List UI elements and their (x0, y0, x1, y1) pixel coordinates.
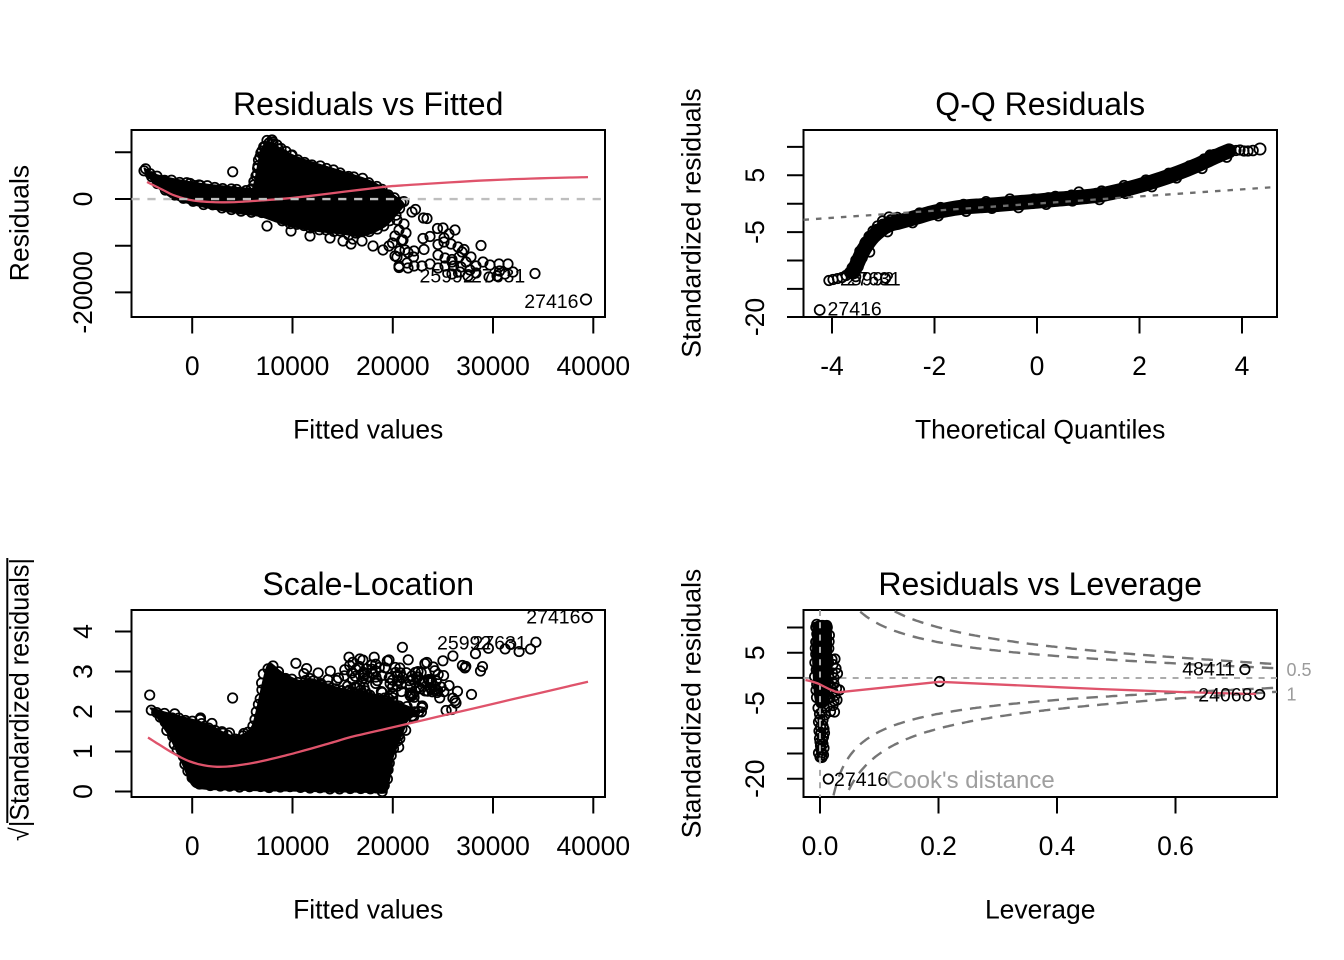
svg-text:27416: 27416 (524, 291, 578, 313)
svg-text:25992: 25992 (420, 266, 474, 288)
svg-text:0: 0 (1030, 351, 1045, 381)
svg-text:27416: 27416 (526, 607, 580, 629)
svg-text:0: 0 (68, 784, 98, 799)
svg-text:0: 0 (185, 351, 200, 381)
svg-text:Cook's distance: Cook's distance (886, 767, 1055, 794)
svg-text:-4: -4 (820, 351, 844, 381)
svg-text:Fitted values: Fitted values (293, 415, 443, 445)
svg-text:Residuals: Residuals (4, 165, 34, 281)
svg-text:48411: 48411 (1182, 659, 1235, 681)
svg-text:-5: -5 (740, 691, 770, 715)
svg-text:-20000: -20000 (68, 251, 98, 334)
svg-text:24068: 24068 (1198, 685, 1252, 707)
svg-text:27631: 27631 (847, 269, 901, 291)
svg-text:Standardized residuals: Standardized residuals (676, 88, 706, 358)
svg-text:4: 4 (68, 624, 98, 639)
svg-text:30000: 30000 (456, 831, 530, 861)
svg-text:4: 4 (1235, 351, 1250, 381)
svg-text:-2: -2 (923, 351, 947, 381)
svg-text:5: 5 (740, 645, 770, 660)
svg-text:40000: 40000 (556, 351, 630, 381)
svg-text:3: 3 (68, 664, 98, 679)
svg-text:27631: 27631 (471, 266, 525, 288)
svg-text:Fitted values: Fitted values (293, 895, 443, 925)
svg-text:1: 1 (68, 744, 98, 759)
svg-text:20000: 20000 (356, 831, 430, 861)
svg-text:Standardized residuals: Standardized residuals (676, 569, 706, 839)
svg-text:√|Standardized residuals|: √|Standardized residuals| (4, 558, 34, 841)
svg-text:25992: 25992 (840, 269, 894, 291)
svg-text:20000: 20000 (356, 351, 430, 381)
svg-text:Residuals vs Leverage: Residuals vs Leverage (878, 566, 1202, 602)
svg-text:2: 2 (68, 704, 98, 719)
svg-text:-5: -5 (740, 220, 770, 244)
svg-text:0.6: 0.6 (1157, 831, 1194, 861)
svg-text:0.4: 0.4 (1039, 831, 1076, 861)
svg-text:0: 0 (185, 831, 200, 861)
svg-text:0.2: 0.2 (920, 831, 957, 861)
svg-text:Theoretical Quantiles: Theoretical Quantiles (915, 415, 1165, 445)
svg-text:27416: 27416 (834, 769, 888, 791)
svg-text:0.0: 0.0 (802, 831, 839, 861)
svg-text:10000: 10000 (256, 831, 330, 861)
svg-text:-20: -20 (740, 298, 770, 336)
svg-text:0: 0 (68, 192, 98, 207)
svg-text:Scale-Location: Scale-Location (262, 566, 474, 602)
svg-text:Q-Q Residuals: Q-Q Residuals (935, 86, 1145, 122)
svg-text:40000: 40000 (556, 831, 630, 861)
svg-text:Residuals vs Fitted: Residuals vs Fitted (233, 86, 503, 122)
svg-text:25992: 25992 (437, 633, 491, 655)
svg-text:27416: 27416 (828, 299, 882, 321)
svg-text:10000: 10000 (256, 351, 330, 381)
svg-text:5: 5 (740, 168, 770, 183)
svg-text:30000: 30000 (456, 351, 530, 381)
svg-text:2: 2 (1132, 351, 1147, 381)
svg-text:-20: -20 (740, 760, 770, 798)
svg-text:Leverage: Leverage (985, 895, 1096, 925)
svg-text:1: 1 (1287, 684, 1297, 704)
svg-text:0.5: 0.5 (1287, 660, 1312, 680)
svg-text:27631: 27631 (473, 633, 527, 655)
